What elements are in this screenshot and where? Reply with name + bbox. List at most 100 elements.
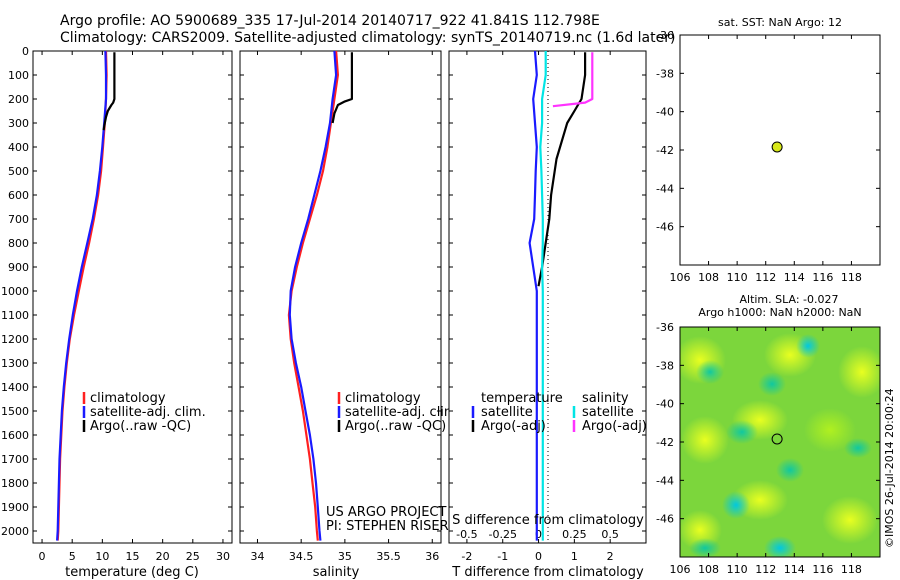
sla-blob	[726, 420, 758, 444]
project-line2: PI: STEPHEN RISER	[326, 519, 449, 534]
sla-blob	[804, 408, 856, 452]
map-y-tick-label: -38	[656, 67, 674, 80]
sla-blob	[764, 536, 796, 557]
map-x-tick-label: 106	[670, 563, 691, 576]
y-tick-label: 1900	[1, 501, 29, 514]
series-line-2	[537, 52, 587, 287]
depth-axis: 0 100 200 300 400 500 600 700 800 900 1000 1100 1200…	[1, 45, 232, 538]
x-tick-label: 35.5	[376, 550, 401, 563]
salinity-x-axis: 34 34.5 35 35.5 36	[250, 51, 439, 563]
sla-blob	[796, 334, 820, 358]
y-tick-label: 500	[8, 165, 29, 178]
map-x-tick-label: 108	[698, 563, 719, 576]
map-x-tick-label: 110	[727, 271, 748, 284]
legend-sal-satellite: satellite	[582, 405, 634, 420]
y-tick-label: 900	[8, 261, 29, 274]
difference-y-ticks	[449, 50, 646, 532]
x-tick-label: -1	[497, 550, 508, 563]
legend-argo: Argo(..raw -QC)	[345, 419, 446, 434]
x-tick-label: 34.5	[289, 550, 314, 563]
salinity-xlabel: salinity	[313, 565, 360, 580]
profile-location-marker	[771, 141, 783, 153]
x-tick-label: 30	[216, 550, 230, 563]
temperature-panel: 0100200300400500600700800900100011001200…	[1, 45, 233, 580]
salinity-y-ticks	[240, 50, 441, 532]
x-tick-label: 5	[69, 550, 76, 563]
y-tick-label: 1100	[1, 309, 29, 322]
sla-blob	[689, 538, 721, 557]
sla-blob	[758, 372, 786, 396]
map-y-tick-label: -40	[656, 398, 674, 411]
map-x-tick-label: 112	[755, 271, 776, 284]
sla-blob	[681, 416, 729, 464]
map-x-tick-label: 112	[755, 563, 776, 576]
sla-title-line2: Argo h1000: NaN h2000: NaN	[698, 306, 861, 319]
y-tick-label: 600	[8, 189, 29, 202]
figure-title-line1: Argo profile: AO 5900689_335 17-Jul-2014…	[60, 13, 600, 29]
map-x-tick-label: 118	[841, 271, 862, 284]
y-tick-label: 2000	[1, 525, 29, 538]
s-tick-label: 0.25	[562, 528, 587, 541]
y-tick-label: 0	[22, 45, 29, 58]
series-line-2	[56, 50, 108, 541]
sla-heatmap	[680, 327, 880, 557]
y-tick-label: 1000	[1, 285, 29, 298]
map-y-tick-label: -36	[656, 29, 674, 42]
y-tick-label: 1200	[1, 333, 29, 346]
y-tick-label: 700	[8, 213, 29, 226]
sla-map-ticks: 106 108 110 112 114 116 118 -36 -38 -40 -42 -44 -46	[656, 321, 880, 576]
map-y-tick-label: -42	[656, 436, 674, 449]
difference-panel: -2 -1 0 1 2 -0.5 -0.25 0 0.25 0.5 T difference f…	[448, 50, 647, 580]
y-tick-label: 1400	[1, 381, 29, 394]
project-line1: US ARGO PROJECT	[326, 505, 446, 520]
salinity-lines	[287, 50, 353, 541]
legend-temp-argo: Argo(-adj)	[481, 419, 546, 434]
temperature-x-axis: 0 5 10 15 20 25 30	[39, 51, 230, 563]
temperature-xlabel: temperature (deg C)	[65, 565, 199, 580]
difference-axes	[448, 50, 647, 544]
x-tick-label: 15	[126, 550, 140, 563]
salinity-legend: climatology satellite-adj. clim. Argo(..…	[337, 391, 461, 434]
sst-map-points	[771, 141, 783, 153]
difference-x-axis: -2 -1 0 1 2	[461, 51, 614, 563]
sla-blob	[844, 438, 872, 458]
temperature-legend: climatology satellite-adj. clim. Argo(..…	[82, 391, 206, 434]
profile-location-marker	[771, 433, 783, 445]
sst-map-panel: sat. SST: NaN Argo: 12 106 108 110 112 114 11…	[656, 16, 881, 284]
s-tick-label: -0.25	[488, 528, 516, 541]
sla-blob	[722, 491, 750, 519]
x-tick-label: 1	[571, 550, 578, 563]
legend-climatology: climatology	[90, 391, 166, 406]
x-tick-label: 0	[39, 550, 46, 563]
map-y-tick-label: -46	[656, 513, 674, 526]
map-x-tick-label: 114	[784, 563, 805, 576]
map-y-tick-label: -44	[656, 474, 674, 487]
x-tick-label: 0	[535, 550, 542, 563]
sla-blob	[696, 360, 724, 384]
x-tick-label: 34	[250, 550, 264, 563]
s-tick-label: -0.5	[456, 528, 477, 541]
map-x-tick-label: 118	[841, 563, 862, 576]
legend-climatology: climatology	[345, 391, 421, 406]
series-line-4	[552, 52, 594, 108]
temperature-lines	[56, 50, 116, 541]
sla-blob	[776, 458, 804, 482]
temperature-axes	[32, 50, 233, 544]
legend-salinity-title: salinity	[582, 391, 629, 406]
map-y-tick-label: -44	[656, 182, 674, 195]
sst-map-title: sat. SST: NaN Argo: 12	[718, 16, 842, 29]
map-y-tick-label: -36	[656, 321, 674, 334]
map-x-tick-label: 106	[670, 271, 691, 284]
x-tick-label: 20	[156, 550, 170, 563]
difference-xlabel: T difference from climatology	[451, 565, 644, 580]
map-y-tick-label: -42	[656, 144, 674, 157]
legend-sal-argo: Argo(-adj)	[582, 419, 647, 434]
x-tick-label: 35	[338, 550, 352, 563]
s-tick-label: 0.5	[601, 528, 619, 541]
series-line-2	[288, 50, 338, 541]
y-tick-label: 1500	[1, 405, 29, 418]
map-x-tick-label: 116	[812, 563, 833, 576]
map-x-tick-label: 110	[727, 563, 748, 576]
legend-argo: Argo(..raw -QC)	[90, 419, 191, 434]
